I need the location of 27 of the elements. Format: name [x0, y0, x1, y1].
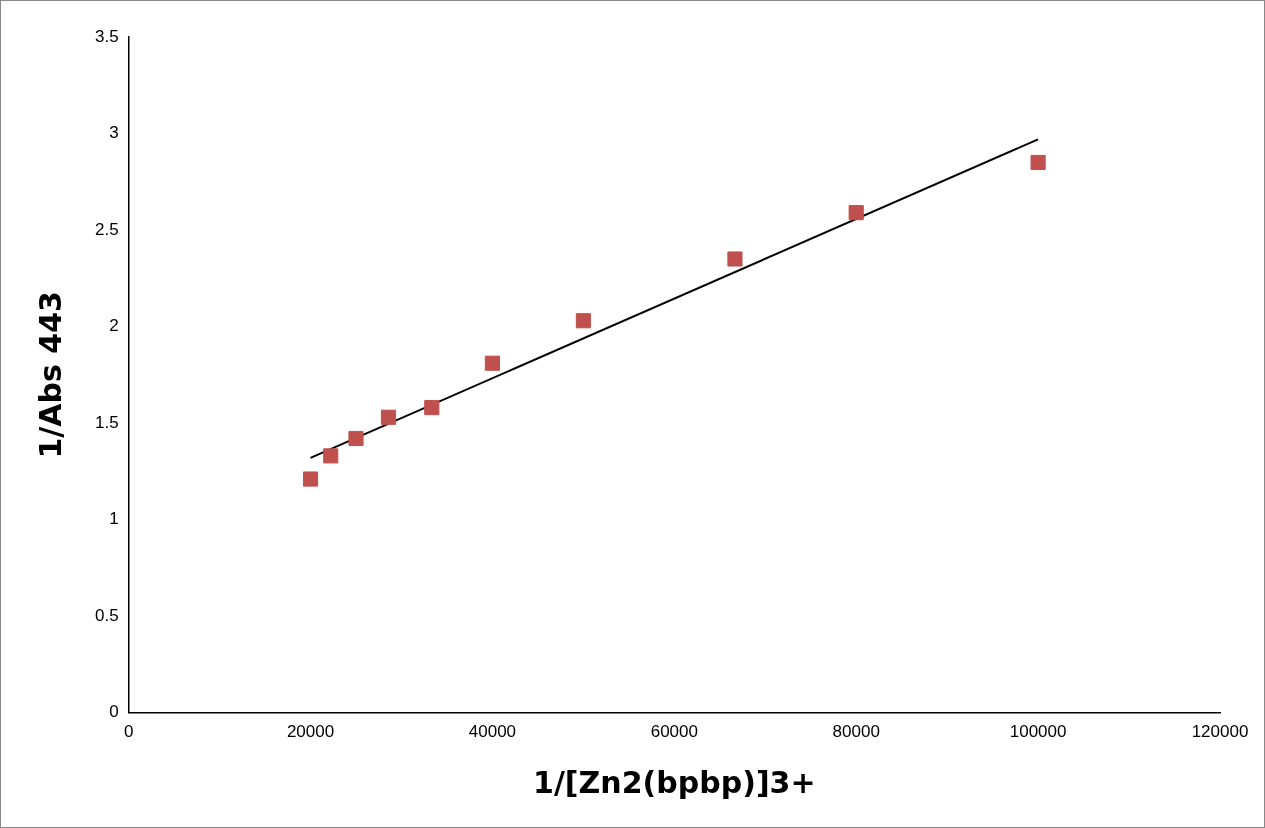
- x-tick-label: 20000: [286, 722, 335, 742]
- y-tick-label: 3.5: [94, 26, 119, 46]
- y-axis-title: 1/Abs 443: [32, 291, 68, 459]
- y-tick-label: 0.5: [94, 605, 119, 625]
- y-tick-label: 2: [109, 316, 119, 336]
- point: [575, 313, 591, 329]
- y-tick-label: 0: [109, 702, 119, 722]
- point: [323, 448, 339, 464]
- x-tick-label: 80000: [832, 722, 880, 742]
- point: [1030, 154, 1046, 171]
- point: [348, 430, 364, 447]
- x-tick-label: 100000: [1009, 722, 1067, 742]
- point: [848, 205, 864, 221]
- x-tick-label: 60000: [650, 722, 698, 742]
- point: [302, 471, 319, 487]
- y-tick-label: 1.5: [94, 412, 119, 432]
- point: [424, 400, 440, 416]
- x-tick-label: 40000: [468, 722, 517, 742]
- point: [484, 355, 500, 371]
- point: [727, 251, 743, 267]
- point: [380, 409, 397, 425]
- x-tick-label: 120000: [1191, 722, 1249, 742]
- y-tick-label: 3: [109, 123, 119, 143]
- x-tick-label: 0: [123, 722, 134, 742]
- y-tick-label: 2.5: [94, 219, 119, 239]
- x-axis-title: 1/[Zn2(bpbp)]3+: [533, 764, 816, 800]
- y-tick-label: 1: [109, 509, 119, 529]
